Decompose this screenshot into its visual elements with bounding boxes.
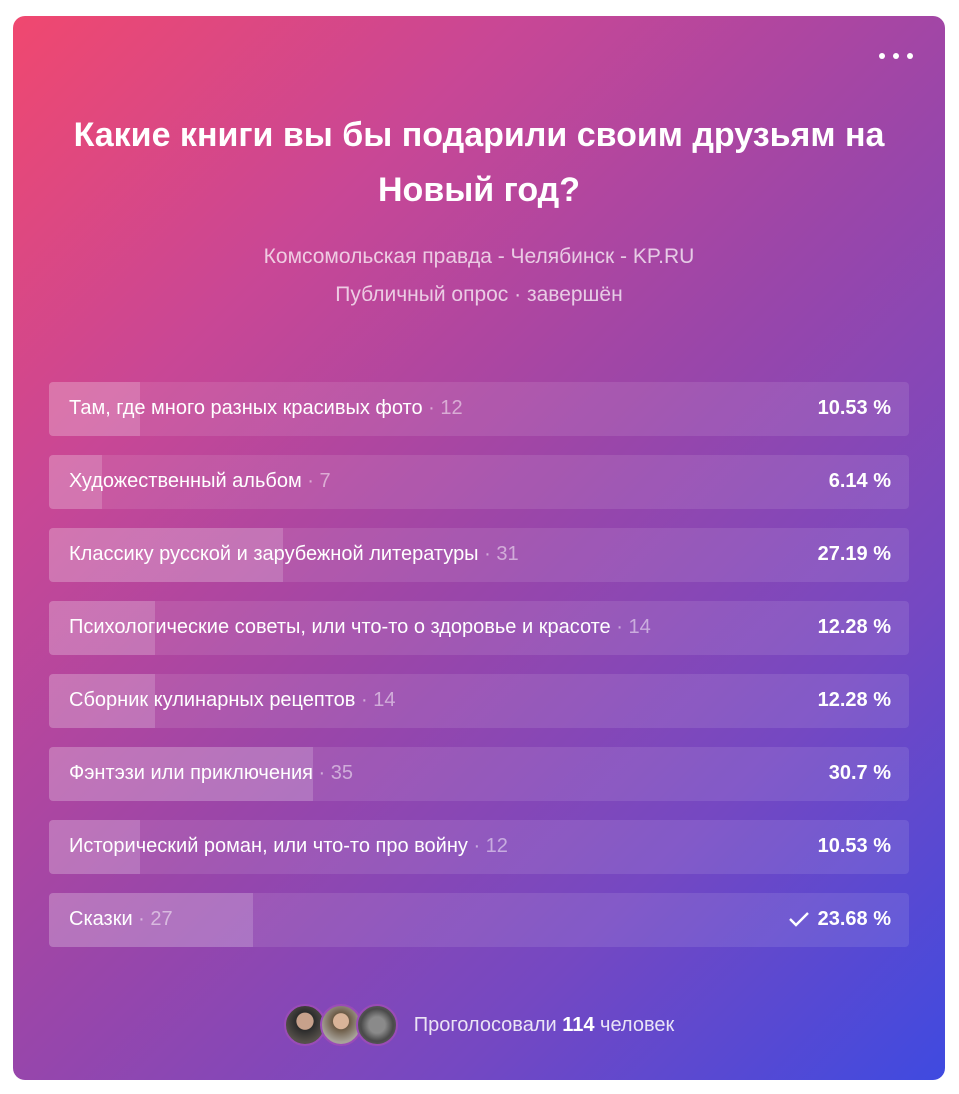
option-percent: 23.68 %: [817, 908, 891, 930]
dot: [879, 53, 885, 59]
poll-option[interactable]: Сказки · 27 23.68 %: [49, 893, 909, 947]
option-vote-count: · 27: [132, 908, 173, 930]
option-percent: 10.53 %: [817, 397, 891, 419]
option-text: Сказки · 27: [69, 904, 173, 934]
option-result-bar: [49, 674, 155, 728]
option-label: Фэнтэзи или приключения: [69, 762, 313, 784]
poll-option[interactable]: Психологические советы, или что-то о здо…: [49, 601, 909, 655]
poll-option[interactable]: Классику русской и зарубежной литературы…: [49, 528, 909, 582]
poll-meta: Комсомольская правда - Челябинск - KP.RU…: [73, 238, 885, 314]
more-options-icon[interactable]: [879, 52, 913, 60]
option-text: Сборник кулинарных рецептов · 14: [69, 685, 395, 715]
dot: [893, 53, 899, 59]
option-text: Художественный альбом · 7: [69, 466, 331, 496]
option-row: Психологические советы, или что-то о здо…: [49, 601, 909, 655]
avatar[interactable]: [355, 1004, 398, 1046]
option-result-bar: [49, 820, 140, 874]
option-result: 27.19 %: [818, 539, 891, 569]
option-percent: 12.28 %: [817, 616, 891, 638]
option-label: Классику русской и зарубежной литературы: [69, 543, 479, 565]
option-row: Художественный альбом · 7 6.14 %: [49, 455, 909, 509]
option-vote-count: · 35: [312, 762, 354, 784]
poll-card: Какие книги вы бы подарили своим друзьям…: [13, 16, 945, 1080]
option-text: Исторический роман, или что-то про войну…: [69, 831, 508, 861]
option-result-bar: [49, 528, 283, 582]
option-row: Сказки · 27 23.68 %: [49, 893, 909, 947]
voted-prefix: Проголосовали: [413, 1013, 563, 1036]
option-text: Психологические советы, или что-то о здо…: [69, 612, 651, 642]
option-result: 6.14 %: [829, 466, 891, 496]
option-percent: 10.53 %: [817, 835, 891, 857]
avatar[interactable]: [319, 1004, 362, 1046]
voted-suffix: человек: [594, 1013, 675, 1036]
option-row: Классику русской и зарубежной литературы…: [49, 528, 909, 582]
option-vote-count: · 14: [355, 689, 396, 711]
option-vote-count: · 31: [478, 543, 519, 565]
option-row: Там, где много разных красивых фото · 12…: [49, 382, 909, 436]
voted-summary[interactable]: Проголосовали 114 человек: [414, 1014, 674, 1037]
voted-count: 114: [562, 1013, 595, 1036]
option-percent: 27.19 %: [817, 543, 891, 565]
option-text: Классику русской и зарубежной литературы…: [69, 539, 519, 569]
option-result: 12.28 %: [818, 685, 891, 715]
poll-options: Там, где много разных красивых фото · 12…: [49, 382, 909, 966]
option-percent: 6.14 %: [828, 470, 891, 492]
option-vote-count: · 12: [422, 397, 463, 419]
poll-status: Публичный опрос · завершён: [335, 283, 623, 306]
option-label: Сборник кулинарных рецептов: [69, 689, 356, 711]
option-vote-count: · 14: [610, 616, 651, 638]
option-label: Сказки: [69, 908, 133, 930]
option-percent: 30.7 %: [828, 762, 891, 784]
option-result-bar: [49, 455, 102, 509]
option-result-bar: [49, 382, 140, 436]
option-result: 10.53 %: [818, 831, 891, 861]
poll-option[interactable]: Там, где много разных красивых фото · 12…: [49, 382, 909, 436]
poll-option[interactable]: Фэнтэзи или приключения · 35 30.7 %: [49, 747, 909, 801]
avatar[interactable]: [283, 1004, 326, 1046]
option-result: 23.68 %: [788, 904, 891, 934]
check-icon: [788, 912, 809, 927]
poll-title: Какие книги вы бы подарили своим друзьям…: [73, 116, 885, 209]
option-row: Фэнтэзи или приключения · 35 30.7 %: [49, 747, 909, 801]
option-label: Там, где много разных красивых фото: [69, 397, 423, 419]
poll-option[interactable]: Исторический роман, или что-то про войну…: [49, 820, 909, 874]
option-vote-count: · 7: [301, 470, 331, 492]
option-row: Сборник кулинарных рецептов · 14 12.28 %: [49, 674, 909, 728]
voter-avatars[interactable]: [283, 1004, 398, 1046]
poll-author[interactable]: Комсомольская правда - Челябинск - KP.RU: [263, 245, 695, 268]
poll-footer: Проголосовали 114 человек: [13, 1002, 945, 1048]
option-text: Там, где много разных красивых фото · 12: [69, 393, 463, 423]
option-text: Фэнтэзи или приключения · 35: [69, 758, 353, 788]
option-result: 10.53 %: [818, 393, 891, 423]
poll-option[interactable]: Художественный альбом · 7 6.14 %: [49, 455, 909, 509]
option-label: Художественный альбом: [69, 470, 302, 492]
option-result: 12.28 %: [818, 612, 891, 642]
option-result-bar: [49, 747, 314, 801]
option-percent: 12.28 %: [817, 689, 891, 711]
option-result: 30.7 %: [829, 758, 891, 788]
option-row: Исторический роман, или что-то про войну…: [49, 820, 909, 874]
option-result-bar: [49, 893, 253, 947]
option-result-bar: [49, 601, 155, 655]
option-vote-count: · 12: [467, 835, 508, 857]
dot: [907, 53, 913, 59]
option-label: Психологические советы, или что-то о здо…: [69, 616, 611, 638]
option-label: Исторический роман, или что-то про войну: [69, 835, 468, 857]
poll-option[interactable]: Сборник кулинарных рецептов · 14 12.28 %: [49, 674, 909, 728]
